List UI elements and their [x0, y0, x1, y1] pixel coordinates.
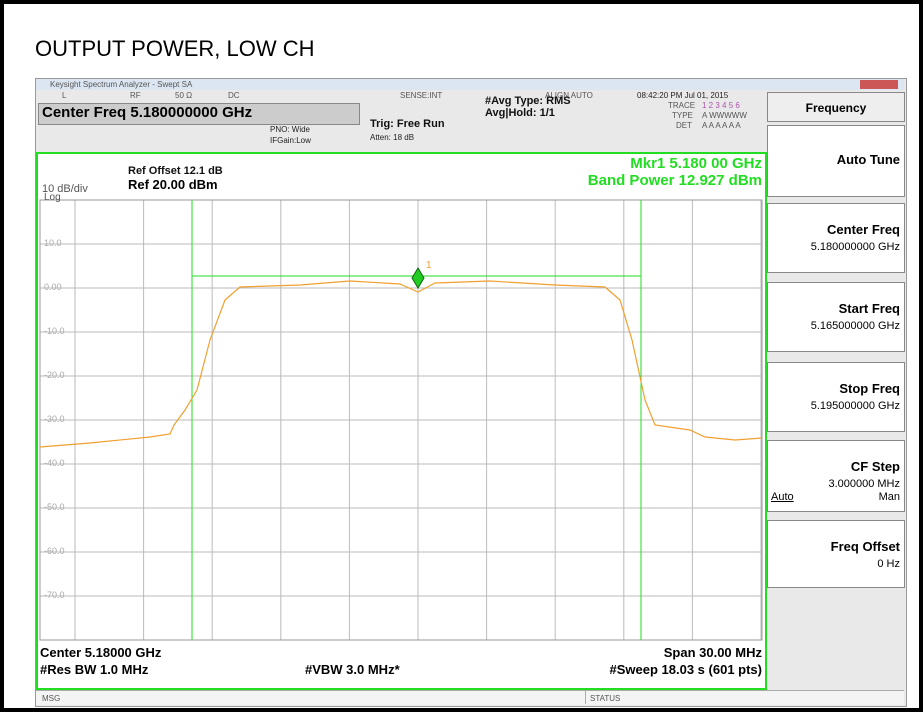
marker-readout: Mkr1 5.180 00 GHz	[630, 155, 762, 172]
softkey-label: Start Freq	[838, 301, 900, 316]
sweep: #Sweep 18.03 s (601 pts)	[609, 662, 762, 677]
y-label: -40.0	[44, 458, 65, 468]
status: RF	[130, 91, 141, 100]
page-title: OUTPUT POWER, LOW CH	[35, 36, 315, 61]
center: Center 5.18000 GHz	[40, 645, 162, 660]
window-close[interactable]	[860, 80, 898, 89]
softkey-label: Center Freq	[827, 222, 900, 237]
span: Span 30.00 MHz	[663, 645, 762, 660]
det-label: DET	[676, 121, 692, 130]
softkey-label: CF Step	[850, 459, 900, 474]
y-label: 0.00	[44, 282, 62, 292]
pno: PNO: Wide	[270, 125, 311, 134]
log: Log	[44, 192, 61, 203]
softkey[interactable]: Auto Tune	[767, 125, 905, 197]
scale: 10 dB/div	[42, 183, 88, 195]
ref-level: Ref 20.00 dBm	[128, 177, 218, 192]
trig: Trig: Free Run	[370, 118, 445, 130]
trace	[39, 280, 763, 448]
graph-border	[39, 199, 763, 641]
status: ALIGN AUTO	[545, 91, 593, 100]
ref-offset: Ref Offset 12.1 dB	[128, 165, 223, 177]
softkey[interactable]: Center Freq 5.180000000 GHz	[767, 203, 905, 273]
type-vals: A WWWWW	[702, 111, 747, 120]
type-label: TYPE	[672, 111, 693, 120]
vbw: #VBW 3.0 MHz*	[305, 662, 400, 677]
y-label: -50.0	[44, 502, 65, 512]
y-label: -70.0	[44, 590, 65, 600]
softkey[interactable]: Freq Offset 0 Hz	[767, 520, 905, 588]
graph-panel	[36, 152, 767, 690]
res-bw: #Res BW 1.0 MHz	[40, 662, 149, 677]
softkey-value: 5.195000000 GHz	[810, 400, 900, 412]
avg-hold: Avg|Hold: 1/1	[485, 107, 555, 119]
y-label: -30.0	[44, 414, 65, 424]
status: DC	[228, 91, 240, 100]
trace-label: TRACE	[668, 101, 696, 110]
status-bar	[36, 690, 904, 705]
window-title: Keysight Spectrum Analyzer - Swept SA	[50, 80, 193, 89]
center-freq: Center Freq 5.180000000 GHz	[42, 104, 253, 121]
divider	[585, 690, 586, 704]
y-label: 10.0	[44, 238, 62, 248]
softkey-value: 5.180000000 GHz	[810, 241, 900, 253]
marker-label: 1	[426, 260, 432, 271]
y-label: -10.0	[44, 326, 65, 336]
softkey-label: Auto Tune	[836, 152, 900, 167]
status-label: STATUS	[590, 694, 621, 703]
datetime: 08:42:20 PM Jul 01, 2015	[637, 91, 729, 100]
y-label: -60.0	[44, 546, 65, 556]
softkey[interactable]: Stop Freq 5.195000000 GHz	[767, 362, 905, 432]
softkey-value: 0 Hz	[877, 558, 900, 570]
window-titlebar	[36, 79, 904, 90]
status: 50 Ω	[175, 91, 193, 100]
det-vals: A A A A A A	[702, 121, 741, 130]
status: SENSE:INT	[400, 91, 443, 100]
softkey-menu: Frequency	[767, 92, 905, 122]
atten: Atten: 18 dB	[370, 133, 415, 142]
ifgain: IFGain:Low	[270, 136, 311, 145]
softkey-label: Freq Offset	[830, 539, 900, 554]
avg-type: #Avg Type: RMS	[485, 95, 571, 107]
softkey[interactable]: CF Step 3.000000 MHz Auto Man	[767, 440, 905, 512]
softkey-man[interactable]: Man	[878, 491, 900, 503]
softkey-value: 5.165000000 GHz	[810, 320, 900, 332]
trace-nums: 1 2 3 4 5 6	[702, 101, 740, 110]
status: L	[62, 91, 67, 100]
marker	[411, 267, 425, 289]
softkey-auto[interactable]: Auto	[771, 491, 794, 503]
menu-title: Frequency	[805, 101, 867, 115]
softkey[interactable]: Start Freq 5.165000000 GHz	[767, 282, 905, 352]
y-label: -20.0	[44, 370, 65, 380]
band-power: Band Power 12.927 dBm	[587, 172, 762, 189]
softkey-label: Stop Freq	[839, 381, 900, 396]
center-freq-box	[38, 103, 360, 125]
msg: MSG	[42, 694, 61, 703]
grid	[40, 200, 762, 640]
softkey-value: 3.000000 MHz	[828, 478, 900, 490]
